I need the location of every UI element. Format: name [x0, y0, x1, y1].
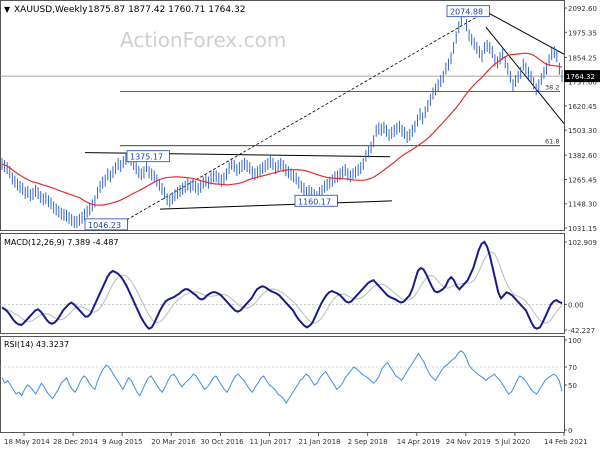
rsi-panel-frame [0, 336, 565, 433]
ohlc-values: 1875.87 1877.42 1760.71 1764.32 [88, 5, 245, 15]
macd-series-group [0, 240, 564, 330]
macd-tick-label: -42.227 [568, 327, 595, 335]
x-tick-label: 21 Jan 2018 [299, 438, 341, 446]
rsi-tick-label: 0 [568, 427, 572, 435]
x-tick-label: 14 Feb 2021 [544, 438, 588, 446]
price-tick-label: 1031.15 [568, 225, 597, 233]
x-tick-label: 2 Sep 2018 [348, 438, 388, 446]
moving-average-line [1, 52, 563, 206]
x-tick-label: 30 Oct 2016 [200, 438, 244, 446]
annotation-label: 1160.17 [298, 197, 331, 206]
price-panel-frame [0, 0, 565, 231]
symbol-timeframe: XAUUSD,Weekly [14, 5, 88, 15]
price-tick-label: 1148.30 [568, 201, 597, 209]
annotation-box [294, 194, 338, 207]
annotation-label: 2074.88 [450, 8, 483, 17]
rsi-title: RSI(14) 43.3237 [4, 340, 69, 349]
price-tick-label: 2092.60 [568, 5, 597, 13]
price-tick-label: 1854.25 [568, 54, 597, 62]
last-price-tag [564, 70, 600, 83]
price-series-group [1, 5, 563, 229]
x-tick-label: 20 Mar 2016 [151, 438, 196, 446]
price-drawings: 38.2 61.8 [0, 11, 565, 226]
annotation-label: 1375.17 [130, 153, 163, 162]
price-axis-ticks: 2092.60 1975.35 1854.25 1737.60 1620.45 1503.… [564, 5, 597, 233]
x-tick-label: 28 Dec 2014 [53, 438, 98, 446]
macd-tick-label: 0.00 [568, 301, 584, 309]
last-price-value: 1764.32 [566, 73, 595, 81]
rsi-line [1, 350, 563, 404]
x-tick-label: 24 Nov 2019 [446, 438, 491, 446]
annotation-label: 1046.23 [88, 221, 121, 230]
rsi-axis-ticks: 100 70 50 0 [564, 337, 581, 435]
x-tick-label: 9 Aug 2015 [102, 438, 142, 446]
annotation-box [446, 5, 490, 18]
chevron-down-icon[interactable]: ▼ [4, 5, 11, 14]
fib-level-label: 61.8 [545, 138, 559, 146]
price-tick-label: 1382.60 [568, 152, 597, 160]
annotation-box [126, 150, 170, 163]
price-tick-label: 1265.45 [568, 176, 597, 184]
price-tick-label: 1620.45 [568, 103, 597, 111]
rsi-series-group [0, 350, 564, 404]
x-axis-labels: 18 May 2014 28 Dec 2014 9 Aug 2015 20 Mar 2… [4, 433, 588, 446]
macd-tick-label: 102.909 [568, 239, 597, 247]
dashed-trend-line [117, 11, 487, 226]
x-tick-label: 5 Jul 2020 [495, 438, 530, 446]
price-tick-label: 1503.30 [568, 127, 597, 135]
macd-signal-line [1, 251, 563, 324]
macd-panel-frame [0, 233, 565, 334]
macd-line [1, 240, 563, 330]
annotation-box [84, 218, 128, 231]
macd-title: MACD(12,26,9) 7.389 -4.487 [4, 238, 119, 247]
rsi-tick-label: 100 [568, 337, 581, 345]
triangle-lower-line [159, 200, 393, 210]
watermark: ActionForex.com [120, 28, 286, 52]
x-tick-label: 14 Apr 2019 [397, 438, 440, 446]
fib-level-label: 38.2 [545, 83, 559, 91]
price-annotations: 2074.88 1375.17 1160.17 1046.23 1764.32 [84, 5, 600, 231]
macd-axis-ticks: 102.909 0.00 -42.227 [564, 239, 597, 335]
rsi-tick-label: 50 [568, 382, 577, 390]
rsi-tick-label: 70 [568, 364, 577, 372]
channel-upper-line [485, 11, 565, 55]
x-tick-label: 18 May 2014 [4, 438, 50, 446]
price-tick-label: 1975.35 [568, 29, 597, 37]
channel-lower-line [485, 26, 565, 124]
x-tick-label: 11 Jun 2017 [249, 438, 291, 446]
price-tick-label: 1737.60 [568, 79, 597, 87]
